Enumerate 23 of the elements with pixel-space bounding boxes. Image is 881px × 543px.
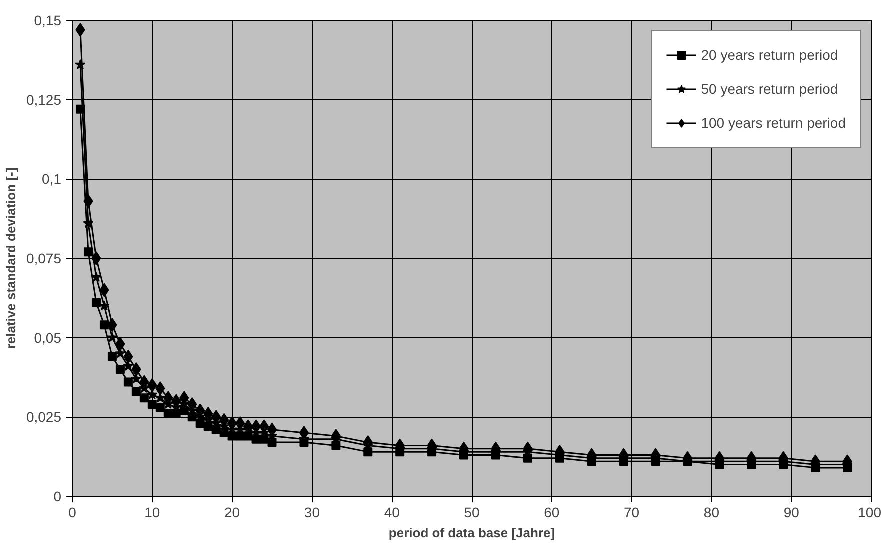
x-tick-label: 50 <box>464 504 480 520</box>
x-tick-label: 40 <box>384 504 400 520</box>
y-tick-label: 0,125 <box>26 92 62 108</box>
y-tick-label: 0,05 <box>34 330 62 346</box>
y-tick-label: 0,075 <box>26 250 62 266</box>
x-axis-title: period of data base [Jahre] <box>388 526 556 540</box>
x-tick-label: 70 <box>624 504 640 520</box>
legend-label: 50 years return period <box>701 81 838 97</box>
x-tick-label: 90 <box>784 504 800 520</box>
legend-label: 20 years return period <box>701 47 838 63</box>
legend-label: 100 years return period <box>701 115 846 131</box>
y-axis-title: relative standard deviation [-] <box>3 168 18 350</box>
y-tick-label: 0 <box>54 488 62 504</box>
x-tick-label: 100 <box>858 504 881 520</box>
y-tick-label: 0,15 <box>34 12 62 28</box>
y-tick-label: 0,025 <box>26 409 62 426</box>
x-tick-label: 80 <box>704 504 720 520</box>
x-tick-label: 10 <box>144 504 160 520</box>
x-tick-label: 30 <box>304 504 320 520</box>
x-tick-label: 60 <box>544 504 560 520</box>
x-tick-label: 0 <box>68 504 77 520</box>
y-tick-label: 0,1 <box>42 171 62 188</box>
x-tick-label: 20 <box>224 504 240 520</box>
